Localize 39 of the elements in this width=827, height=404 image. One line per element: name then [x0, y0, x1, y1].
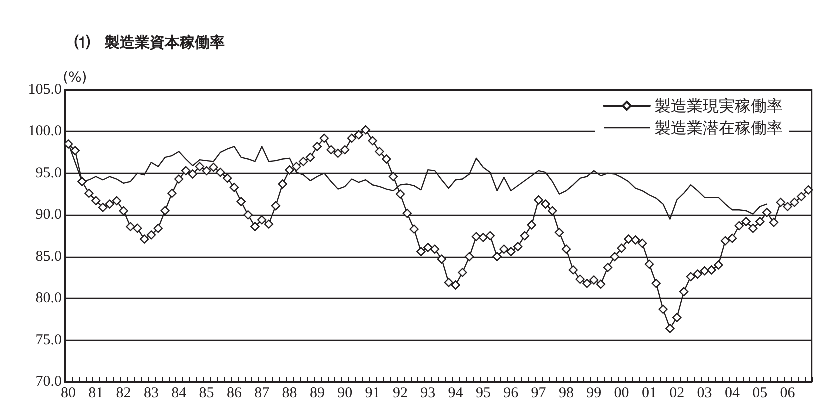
x-tick-label: 88 — [282, 386, 298, 402]
x-tick-label: 85 — [199, 386, 214, 402]
y-axis-title: (%) — [63, 70, 88, 86]
x-tick-label: 96 — [504, 386, 520, 402]
x-tick-label: 05 — [752, 386, 768, 402]
y-tick-label: 90.0 — [36, 207, 62, 224]
x-tick-label: 99 — [586, 386, 602, 402]
legend-label: 製造業現実稼働率 — [655, 96, 783, 116]
x-tick-label: 06 — [780, 386, 796, 402]
x-tick-label: 86 — [226, 386, 242, 402]
y-tick-label: 85.0 — [36, 248, 62, 265]
x-tick-label: 93 — [420, 386, 436, 402]
x-tick-label: 01 — [642, 386, 657, 402]
x-tick-label: 04 — [724, 386, 740, 402]
x-tick-label: 82 — [116, 386, 132, 402]
y-tick-label: 80.0 — [36, 290, 62, 307]
x-tick-label: 80 — [60, 386, 76, 402]
x-tick-label: 87 — [254, 386, 270, 402]
x-tick-label: 98 — [558, 386, 574, 402]
y-tick-label: 95.0 — [36, 165, 62, 182]
x-tick-label: 03 — [697, 386, 712, 402]
x-tick-label: 94 — [448, 386, 464, 402]
x-tick-label: 89 — [310, 386, 325, 402]
y-tick-label: 105.0 — [28, 82, 62, 98]
x-tick-label: 83 — [144, 386, 159, 402]
y-tick-label: 70.0 — [36, 374, 62, 390]
x-tick-label: 81 — [88, 386, 104, 402]
x-tick-label: 92 — [392, 386, 408, 402]
x-tick-label: 84 — [172, 386, 188, 402]
chart-title: ⑴ 製造業資本稼働率 — [74, 34, 225, 52]
y-tick-label: 75.0 — [36, 332, 62, 348]
y-tick-label: 100.0 — [28, 124, 62, 140]
x-tick-label: 00 — [614, 386, 630, 402]
x-tick-label: 90 — [338, 386, 353, 402]
x-tick-label: 95 — [476, 386, 491, 402]
legend-label: 製造業潜在稼働率 — [655, 118, 783, 138]
x-tick-label: 97 — [531, 386, 547, 402]
x-tick-label: 91 — [365, 386, 380, 402]
x-tick-label: 02 — [670, 386, 685, 402]
